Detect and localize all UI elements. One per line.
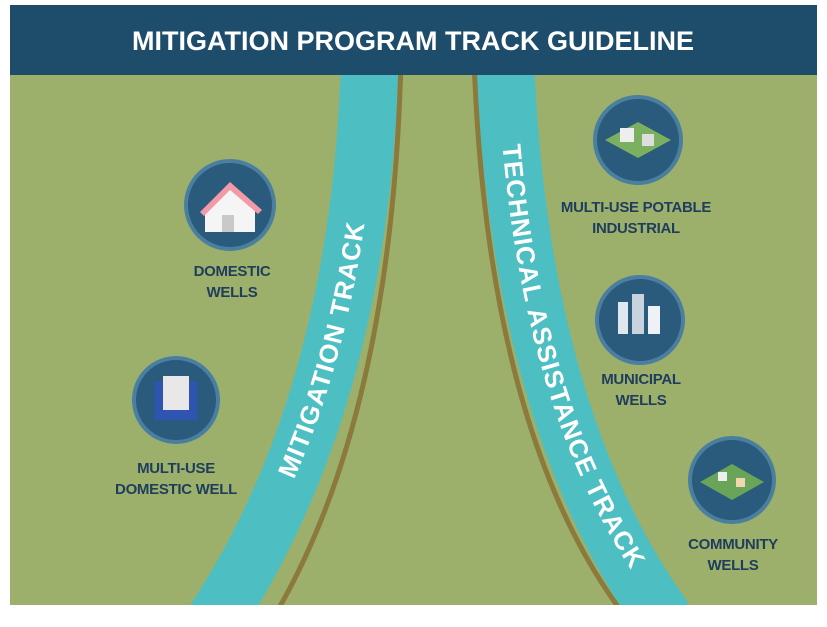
header-title: MITIGATION PROGRAM TRACK GUIDELINE [132,26,694,56]
label-line: MULTI-USE POTABLE [561,199,711,216]
label-line: INDUSTRIAL [592,220,680,237]
label-line: WELLS [708,557,759,574]
label-line: WELLS [207,284,258,301]
background [10,75,817,605]
icon [134,358,218,442]
label-line: DOMESTIC [194,263,271,280]
icon [597,277,683,363]
icon [595,97,681,183]
infographic: MITIGATION TRACK TECHNICAL ASSISTANCE TR… [0,0,827,627]
icon [186,161,274,249]
icon [690,438,774,522]
label-line: MULTI-USE [137,460,215,477]
label-line: WELLS [616,392,667,409]
label-line: MUNICIPAL [601,371,681,388]
label-line: DOMESTIC WELL [115,481,237,498]
page: MITIGATION TRACK TECHNICAL ASSISTANCE TR… [0,0,827,627]
label-line: COMMUNITY [688,536,778,553]
